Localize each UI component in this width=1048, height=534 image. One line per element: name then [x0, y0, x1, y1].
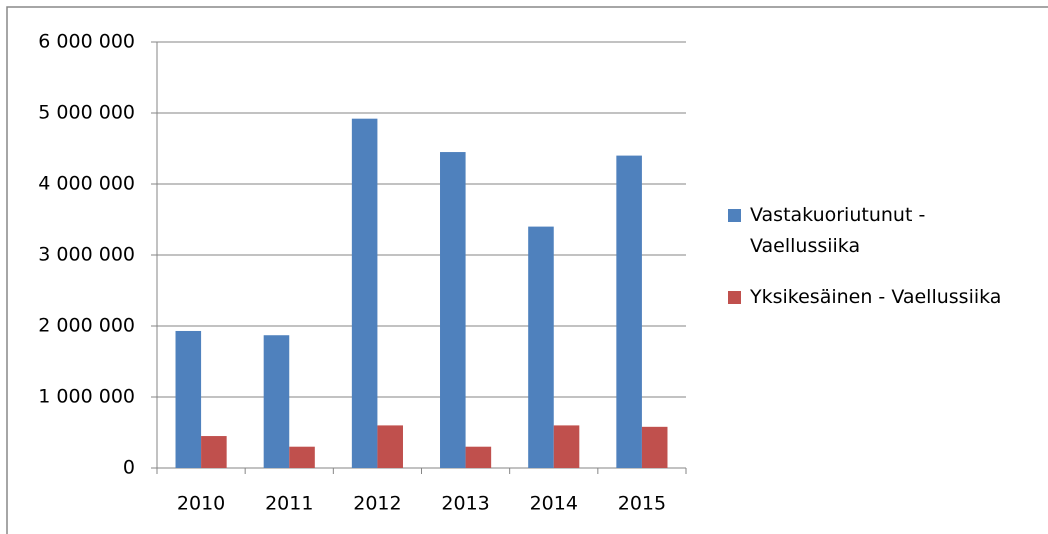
legend-swatch	[728, 291, 741, 304]
bar	[440, 152, 466, 469]
bar	[616, 155, 642, 468]
bar	[465, 446, 492, 468]
x-tick-label: 2012	[353, 493, 401, 515]
legend-item: Vastakuoriutunut - Vaellussiika	[728, 200, 1001, 262]
y-tick-label: 3 000 000	[38, 244, 135, 266]
x-tick-label: 2013	[441, 493, 489, 515]
bar	[528, 226, 554, 468]
x-tick-label: 2011	[265, 493, 313, 515]
x-tick-label: 2014	[530, 493, 578, 515]
bar	[553, 425, 580, 468]
y-tick-label: 0	[123, 457, 135, 479]
legend-label: Yksikesäinen - Vaellussiika	[750, 286, 1002, 308]
y-tick-label: 4 000 000	[38, 173, 135, 195]
y-tick-label: 5 000 000	[38, 102, 135, 124]
legend: Vastakuoriutunut - Vaellussiika Yksikesäi…	[728, 200, 1001, 333]
y-tick-label: 6 000 000	[38, 31, 135, 53]
bar	[641, 426, 668, 468]
bar	[201, 436, 227, 468]
bar	[289, 446, 315, 468]
bar	[351, 118, 378, 469]
x-tick-label: 2010	[177, 493, 225, 515]
legend-label: Vastakuoriutunut - Vaellussiika	[750, 204, 926, 257]
bar	[377, 425, 403, 468]
x-tick-label: 2015	[618, 493, 666, 515]
y-tick-label: 2 000 000	[38, 315, 135, 337]
bar	[263, 335, 290, 468]
chart-frame	[6, 6, 1048, 534]
y-tick-label: 1 000 000	[38, 386, 135, 408]
bar	[175, 330, 202, 468]
legend-swatch	[728, 209, 741, 222]
legend-item: Yksikesäinen - Vaellussiika	[728, 282, 1001, 313]
